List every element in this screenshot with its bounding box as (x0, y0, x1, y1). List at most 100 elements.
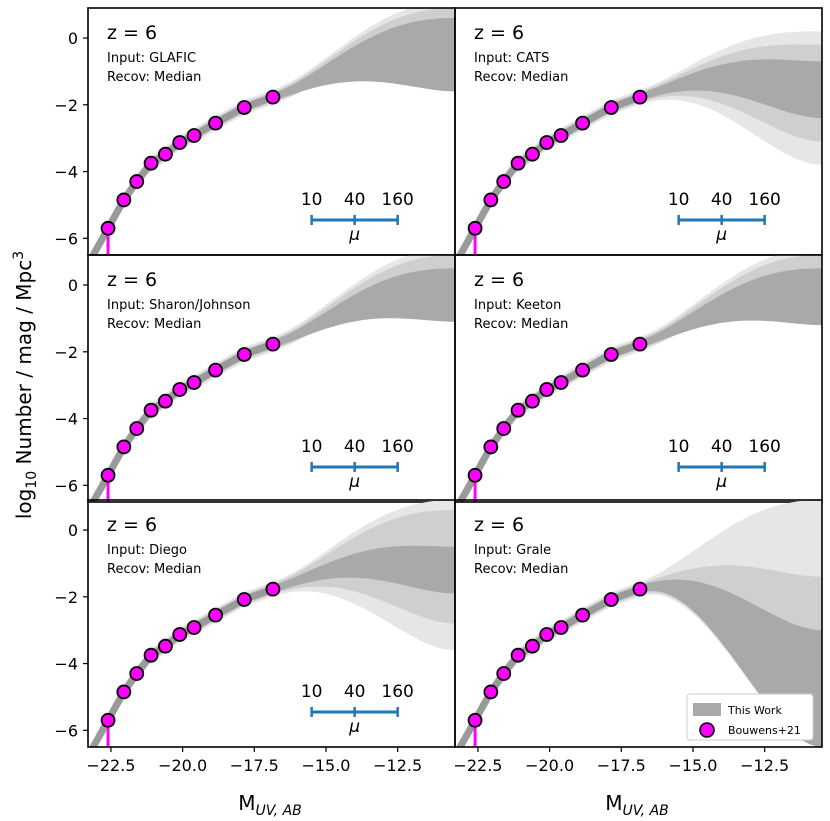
panel-redshift-label: z = 6 (474, 22, 524, 44)
bouwens21-point (208, 115, 223, 131)
bouwens21-point (575, 362, 590, 378)
bouwens21-point (265, 336, 281, 352)
mu-symbol: μ (348, 717, 360, 737)
mu-scale-label: 40 (344, 682, 366, 702)
band-inner (91, 545, 455, 747)
y-tick-label: −4 (54, 410, 78, 429)
bouwens21-point (510, 647, 526, 663)
panel-input-label: Input: Sharon/Johnson (107, 298, 251, 313)
bouwens21-point (236, 100, 252, 115)
band-mid (457, 44, 822, 255)
mu-symbol: μ (715, 225, 727, 245)
bouwens21-point (632, 89, 648, 105)
mu-symbol: μ (348, 225, 360, 245)
panel-recov-label: Recov: Median (474, 70, 568, 85)
band-outer (456, 500, 822, 747)
bouwens21-point (236, 347, 252, 362)
mu-symbol: μ (715, 472, 727, 492)
bouwens21-point (236, 592, 252, 607)
x-axis-label-left: MUV, AB (238, 791, 302, 819)
panel-recov-label: Recov: Median (474, 562, 568, 577)
y-tick-label: −2 (54, 96, 78, 115)
bouwens21-point (553, 375, 569, 390)
panel-1: 10 40 160 μ z = 6 Input: GLAFIC Recov: Median 0… (54, 7, 456, 256)
panels-group: 10 40 160 μ z = 6 Input: GLAFIC Recov: Median 0… (54, 7, 823, 775)
mu-scale-label: 10 (301, 437, 323, 457)
mu-scale-label: 160 (381, 682, 413, 702)
panel-redshift-label: z = 6 (107, 269, 157, 291)
panel-input-label: Input: Diego (107, 543, 187, 558)
panel-redshift-label: z = 6 (474, 269, 524, 291)
bouwens21-point (172, 382, 188, 397)
band-inner (458, 268, 822, 502)
y-tick-label: 0 (68, 521, 78, 540)
bouwens21-point (575, 115, 590, 131)
x-tick-label: −15.0 (668, 756, 717, 775)
x-tick-label: −15.0 (301, 756, 350, 775)
bouwens21-point (116, 439, 132, 455)
panel-redshift-label: z = 6 (474, 514, 524, 536)
panel-input-label: Input: CATS (474, 51, 549, 66)
panel-frame (454, 254, 823, 503)
panel-recov-label: Recov: Median (474, 317, 568, 332)
bouwens21-point (553, 620, 569, 635)
mu-scale-label: 10 (301, 190, 323, 210)
panel-recov-label: Recov: Median (107, 317, 201, 332)
bouwens21-point (129, 666, 145, 681)
legend: This Work Bouwens+21 (686, 693, 814, 741)
mu-scale-label: 160 (381, 437, 413, 457)
bouwens21-point (553, 128, 569, 143)
bouwens21-point (510, 155, 526, 171)
panel-4: 10 40 160 μ z = 6 Input: Keeton Recov: Median (454, 254, 823, 503)
bouwens21-point (186, 128, 202, 143)
y-tick-label: −6 (54, 721, 78, 740)
median-line (89, 93, 277, 255)
bouwens21-point (158, 146, 173, 162)
plot-area (89, 255, 455, 502)
bouwens21-point (467, 220, 483, 236)
band-inner (458, 579, 822, 747)
bouwens21-point (172, 627, 188, 642)
y-tick-label: 0 (68, 276, 78, 295)
panel-input-label: Input: Keeton (474, 298, 561, 313)
median-line (456, 340, 644, 502)
bouwens21-point (186, 620, 202, 635)
x-axis-label-right: MUV, AB (605, 791, 669, 819)
bouwens21-point (129, 174, 145, 189)
legend-marker-bouwens (699, 722, 715, 738)
x-tick-label: −22.5 (453, 756, 502, 775)
y-tick-label: −2 (54, 588, 78, 607)
bouwens21-point (539, 382, 555, 397)
mu-symbol: μ (348, 472, 360, 492)
bouwens21-point (172, 135, 188, 150)
x-tick-label: −12.5 (373, 756, 422, 775)
legend-label-bouwens: Bouwens+21 (728, 724, 801, 737)
bouwens21-point (483, 192, 499, 208)
bouwens21-point (510, 402, 526, 418)
bouwens21-point (143, 402, 159, 418)
x-tick-label: −17.5 (597, 756, 646, 775)
x-tick-label: −12.5 (740, 756, 789, 775)
bouwens21-point (265, 89, 281, 105)
panel-2: 10 40 160 μ z = 6 Input: CATS Recov: Median (454, 7, 823, 256)
bouwens21-point (100, 220, 116, 236)
bouwens21-point (208, 362, 223, 378)
bouwens21-point (483, 439, 499, 455)
y-axis-label: log10 Number / mag / Mpc3 (11, 251, 40, 519)
y-tick-label: −4 (54, 163, 78, 182)
mu-scale-label: 160 (748, 437, 780, 457)
bouwens21-point (158, 393, 173, 409)
mu-scale-label: 40 (344, 437, 366, 457)
bouwens21-point (100, 712, 116, 728)
panel-recov-label: Recov: Median (107, 562, 201, 577)
plot-area (456, 31, 822, 255)
panel-6: z = 6 Input: Grale Recov: Median −22.5 −20.0… (453, 499, 823, 775)
y-tick-label: −6 (54, 476, 78, 495)
bouwens21-point (143, 155, 159, 171)
bouwens21-point (467, 712, 483, 728)
bouwens21-point (525, 638, 540, 654)
bouwens21-point (525, 393, 540, 409)
mu-scale-label: 40 (344, 190, 366, 210)
legend-swatch-this-work (693, 703, 721, 716)
